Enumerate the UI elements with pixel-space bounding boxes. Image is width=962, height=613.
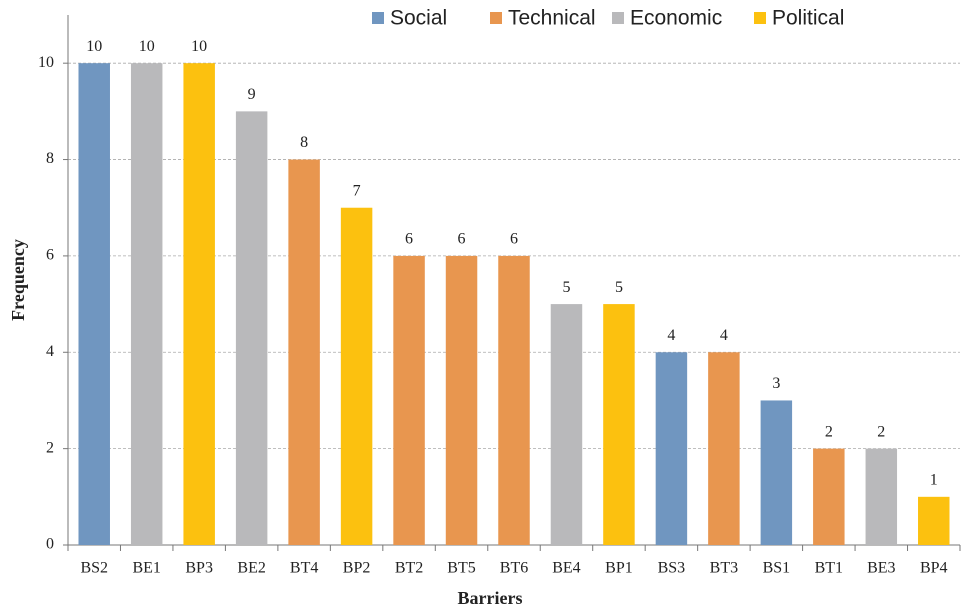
legend-swatch	[754, 12, 766, 24]
x-tick-label: BT3	[710, 560, 738, 577]
bar	[78, 63, 110, 545]
legend-label: Social	[390, 7, 447, 30]
bar	[498, 255, 530, 545]
data-label: 2	[877, 423, 885, 440]
y-tick-label: 4	[46, 343, 54, 360]
bar	[603, 304, 635, 545]
x-tick-label: BE4	[552, 560, 580, 577]
legend-swatch	[490, 12, 502, 24]
y-tick-label: 6	[46, 247, 54, 264]
x-tick-label: BP2	[343, 560, 371, 577]
y-tick-label: 0	[46, 536, 54, 553]
y-tick-label: 10	[38, 54, 54, 71]
data-label: 9	[248, 86, 256, 103]
data-label: 2	[825, 423, 833, 440]
data-label: 1	[930, 471, 938, 488]
legend-label: Technical	[508, 7, 596, 30]
data-label: 8	[300, 134, 308, 151]
bar	[918, 496, 950, 545]
bar	[760, 400, 793, 545]
x-axis-title: Barriers	[458, 588, 523, 608]
data-label: 10	[139, 38, 155, 55]
x-tick-label: BE1	[132, 560, 160, 577]
bar	[340, 207, 373, 545]
legend-swatch	[372, 12, 384, 24]
data-label: 7	[353, 182, 361, 199]
bar	[130, 63, 163, 545]
x-tick-label: BE2	[237, 560, 265, 577]
data-label: 6	[405, 231, 413, 248]
x-tick-label: BP1	[605, 560, 633, 577]
x-tick-label: BP3	[185, 560, 213, 577]
x-tick-label: BS1	[763, 560, 791, 577]
data-label: 5	[562, 279, 570, 296]
legend-label: Economic	[630, 7, 722, 30]
x-tick-label: BT4	[290, 560, 318, 577]
legend-label: Political	[772, 7, 844, 30]
bar	[813, 448, 845, 545]
x-tick-label: BS3	[658, 560, 686, 577]
y-tick-label: 2	[46, 439, 54, 456]
data-label: 3	[772, 375, 780, 392]
data-label: 10	[191, 38, 207, 55]
bar	[550, 304, 583, 545]
x-tick-label: BT2	[395, 560, 423, 577]
bar	[655, 352, 688, 545]
bar	[288, 159, 320, 545]
data-label: 10	[86, 38, 102, 55]
data-label: 6	[510, 231, 518, 248]
data-label: 4	[667, 327, 675, 344]
x-tick-label: BT5	[447, 560, 475, 577]
x-tick-label: BE3	[867, 560, 895, 577]
data-label: 6	[458, 231, 466, 248]
y-tick-label: 8	[46, 150, 54, 167]
data-label: 4	[720, 327, 728, 344]
bar	[445, 255, 478, 545]
bar	[865, 448, 898, 545]
x-tick-label: BT6	[500, 560, 528, 577]
legend-swatch	[612, 12, 624, 24]
x-tick-label: BP4	[920, 560, 948, 577]
bar	[393, 255, 425, 545]
bar	[235, 111, 268, 545]
data-label: 5	[615, 279, 623, 296]
y-axis-title: Frequency	[8, 239, 28, 321]
x-tick-label: BS2	[80, 560, 108, 577]
bar	[183, 63, 215, 545]
legend: Social Technical Economic Political	[372, 7, 844, 30]
bar	[708, 352, 740, 545]
x-tick-label: BT1	[815, 560, 843, 577]
